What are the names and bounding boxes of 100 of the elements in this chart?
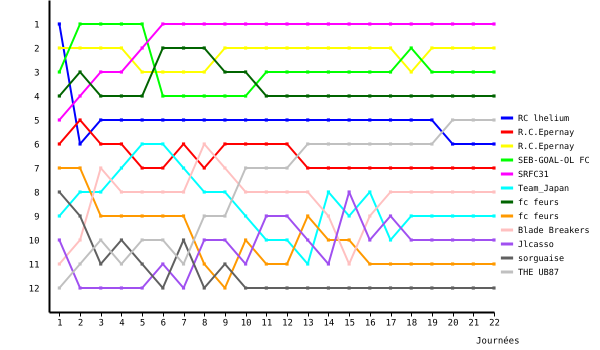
point [430, 166, 434, 170]
point [285, 70, 289, 74]
point [140, 22, 144, 26]
point [223, 94, 227, 98]
point [223, 142, 227, 146]
x-tick-label: 5 [140, 318, 146, 328]
point [368, 190, 372, 194]
point [182, 214, 186, 218]
point [78, 142, 82, 146]
point [264, 22, 268, 26]
x-tick-label: 15 [344, 318, 356, 328]
point [472, 214, 475, 218]
point [99, 22, 102, 26]
point [451, 46, 454, 50]
legend-label: R.C.Epernay [518, 142, 574, 152]
point [140, 238, 144, 242]
x-tick-label: 3 [98, 318, 104, 328]
point [368, 70, 372, 74]
x-tick-label: 8 [202, 318, 208, 328]
point [202, 118, 206, 122]
point [348, 166, 351, 170]
point [472, 70, 475, 74]
point [202, 22, 206, 26]
y-tick-label: 10 [28, 236, 40, 246]
x-tick-label: 2 [78, 318, 84, 328]
point [451, 22, 454, 26]
point [285, 166, 289, 170]
legend-label: R.C.Epernay [518, 128, 574, 138]
point [264, 238, 268, 242]
point [410, 22, 413, 26]
point [99, 262, 102, 266]
point [285, 190, 289, 194]
legend-label: THE UB87 [518, 268, 559, 278]
point [244, 142, 248, 146]
point [202, 238, 206, 242]
point [264, 94, 268, 98]
point [388, 70, 392, 74]
x-tick-label: 11 [261, 318, 272, 328]
point [182, 142, 186, 146]
point [58, 70, 61, 74]
x-tick-label: 1 [57, 318, 63, 328]
point [306, 142, 310, 146]
point [140, 214, 144, 218]
point [120, 238, 124, 242]
point [388, 214, 392, 218]
y-tick-label: 12 [28, 284, 40, 294]
point [120, 22, 124, 26]
x-tick-label: 7 [181, 318, 187, 328]
point [492, 262, 496, 266]
point [58, 118, 61, 122]
x-tick-label: 13 [302, 318, 314, 328]
point [182, 46, 186, 50]
point [472, 94, 475, 98]
point [58, 262, 61, 266]
point [223, 238, 227, 242]
point [306, 262, 310, 266]
point [58, 238, 61, 242]
point [326, 190, 330, 194]
point [58, 166, 61, 170]
point [326, 70, 330, 74]
legend-label: fc feurs [518, 198, 559, 208]
point [140, 166, 144, 170]
point [388, 118, 392, 122]
point [326, 166, 330, 170]
point [58, 190, 61, 194]
point [388, 190, 392, 194]
point [472, 22, 475, 26]
y-tick-label: 9 [34, 212, 40, 222]
point [492, 22, 496, 26]
point [264, 142, 268, 146]
point [182, 262, 186, 266]
point [472, 46, 475, 50]
point [58, 94, 61, 98]
point [120, 166, 124, 170]
x-tick-label: 4 [119, 318, 125, 328]
point [348, 22, 351, 26]
point [348, 118, 351, 122]
point [472, 166, 475, 170]
point [285, 214, 289, 218]
y-tick-label: 3 [34, 68, 40, 78]
y-tick-label: 5 [34, 116, 40, 126]
point [368, 118, 372, 122]
point [368, 262, 372, 266]
y-tick-label: 7 [34, 164, 40, 174]
point [78, 46, 82, 50]
point [202, 142, 206, 146]
x-tick-label: 20 [448, 318, 459, 328]
point [244, 262, 248, 266]
point [78, 190, 82, 194]
point [58, 286, 61, 290]
point [78, 22, 82, 26]
point [99, 118, 102, 122]
point [161, 214, 164, 218]
point [410, 46, 413, 50]
point [58, 46, 61, 50]
point [451, 118, 454, 122]
y-tick-label: 4 [34, 92, 40, 102]
point [78, 238, 82, 242]
point [492, 46, 496, 50]
point [264, 214, 268, 218]
